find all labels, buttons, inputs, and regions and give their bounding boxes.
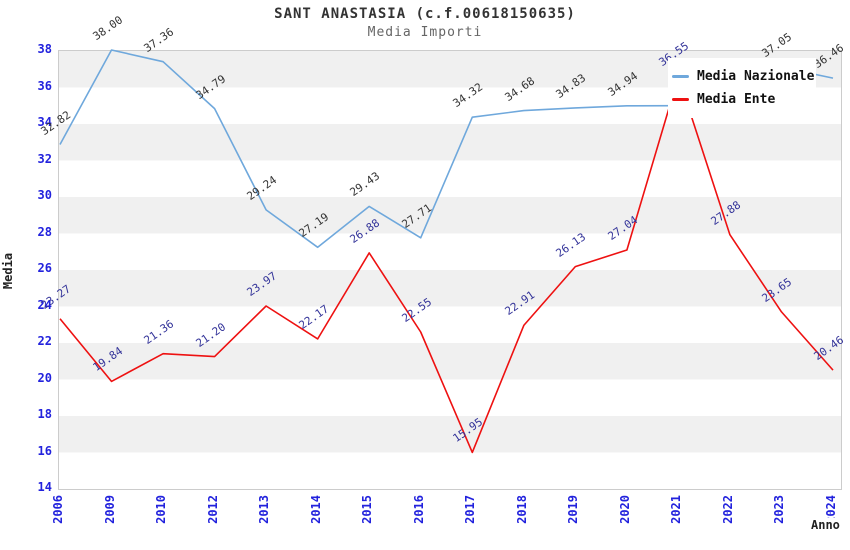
y-axis-tick: 32 [37,151,52,166]
y-axis-tick: 36 [37,78,52,93]
x-axis-tick: 2018 [514,495,529,524]
x-axis-tick: 2020 [617,495,632,524]
x-axis-tick: 2012 [205,495,220,524]
y-axis-tick: 16 [37,443,52,458]
x-axis-title: Anno [810,518,841,532]
nazionale-line-swatch-icon [672,75,689,78]
y-axis-tick: 38 [37,42,52,56]
y-axis-tick: 34 [37,115,52,129]
y-axis-tick: 14 [37,480,52,494]
legend-label: Media Ente [697,92,776,107]
x-axis-tick: 2009 [102,495,117,524]
legend-item-nazionale: Media Nazionale [672,69,816,84]
plot-area [58,50,842,490]
x-axis-tick: 2013 [257,495,272,524]
x-axis-tick: 2021 [669,495,684,524]
y-axis-tick: 30 [37,188,52,202]
ente-line-swatch-icon [672,98,689,101]
x-axis-tick: 2022 [720,495,735,524]
y-axis-tick: 26 [37,261,52,275]
y-axis-tick: 24 [37,297,52,312]
x-axis-tick: 2017 [463,495,478,524]
x-axis-tick: 2014 [308,495,323,524]
media-ente-line [59,75,834,454]
chart-title: SANT ANASTASIA (c.f.00618150635) [274,6,576,22]
legend: Media Nazionale Media Ente [668,58,816,118]
y-axis-tick: 28 [37,224,52,239]
y-axis-tick: 22 [37,334,52,348]
y-axis-tick: 18 [37,407,52,421]
x-axis-tick: 2016 [411,495,426,524]
legend-item-ente: Media Ente [672,92,816,107]
chart-subtitle: Media Importi [367,25,483,40]
x-axis-tick: 2019 [566,495,581,524]
legend-label: Media Nazionale [697,69,815,84]
y-axis-tick: 20 [37,370,52,385]
x-axis-tick: 2006 [51,495,65,524]
x-axis-tick: 2010 [154,495,169,524]
x-axis-tick: 2015 [360,495,375,524]
x-axis-tick: 2023 [772,495,787,524]
y-axis-title: Media [1,252,15,290]
